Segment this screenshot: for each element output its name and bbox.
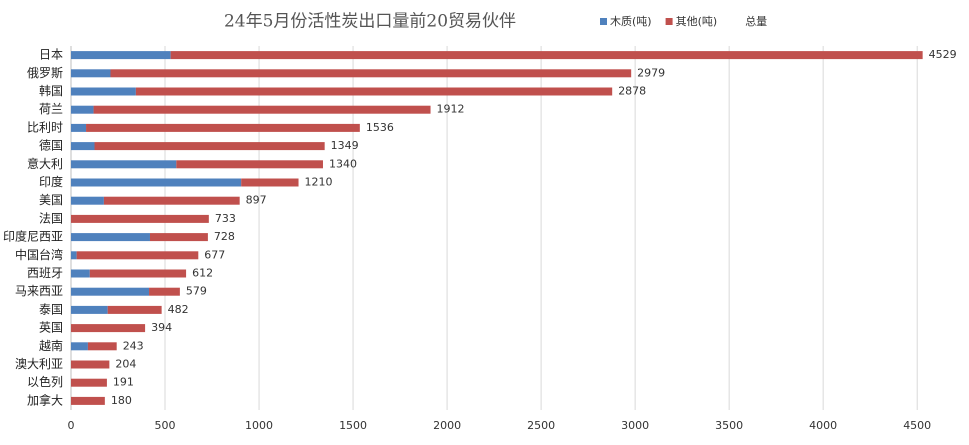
bar-segment	[71, 196, 104, 205]
data-label: 394	[151, 321, 172, 334]
bar-segment	[71, 51, 171, 60]
y-tick-label: 泰国	[39, 302, 63, 316]
y-tick-label: 中国台湾	[15, 247, 63, 262]
legend-swatch	[665, 18, 673, 25]
bar-segment	[71, 123, 87, 132]
data-label: 677	[204, 248, 225, 261]
y-tick-label: 英国	[39, 321, 63, 335]
data-label: 1912	[437, 103, 465, 116]
bar-segment	[241, 178, 299, 187]
bar-segment	[71, 342, 88, 351]
y-tick-label: 西班牙	[27, 266, 63, 280]
data-label: 1536	[366, 121, 394, 134]
data-label: 180	[111, 394, 132, 407]
bar-segment	[71, 178, 242, 187]
data-label: 191	[113, 376, 134, 389]
y-tick-label: 马来西亚	[15, 284, 63, 298]
x-tick-label: 500	[155, 419, 176, 432]
x-tick-label: 4000	[809, 419, 837, 432]
y-tick-label: 加拿大	[27, 392, 63, 407]
legend-label: 其他(吨)	[676, 15, 718, 28]
bar-segment	[170, 51, 923, 60]
y-tick-label: 日本	[39, 48, 63, 62]
bar-segment	[71, 233, 150, 242]
data-label: 728	[214, 230, 235, 243]
x-tick-label: 1000	[245, 419, 273, 432]
x-tick-label: 2000	[433, 419, 461, 432]
bar-segment	[107, 305, 162, 314]
bar-segment	[94, 142, 325, 151]
data-label: 2979	[637, 66, 665, 79]
bar-segment	[71, 305, 108, 314]
data-label: 897	[246, 194, 267, 207]
y-tick-label: 印度	[39, 174, 63, 189]
legend-label: 总量	[745, 14, 767, 28]
bar-segment	[89, 269, 187, 278]
bar-segment	[71, 142, 95, 151]
bar-segment	[76, 251, 199, 260]
data-label: 1210	[305, 176, 333, 189]
bar-segment	[110, 69, 632, 78]
bar-segment	[71, 360, 110, 369]
bar-segment	[71, 378, 107, 387]
data-label: 1340	[329, 157, 357, 170]
y-tick-label: 美国	[39, 193, 63, 207]
bar-segment	[71, 324, 146, 333]
data-label: 2878	[618, 85, 646, 98]
data-label: 243	[123, 339, 144, 352]
y-tick-label: 韩国	[39, 83, 63, 98]
y-tick-label: 比利时	[27, 120, 63, 134]
bar-segment	[93, 105, 431, 114]
x-tick-label: 3000	[621, 419, 649, 432]
bar-segment	[103, 196, 240, 205]
y-tick-label: 德国	[39, 138, 63, 153]
data-label: 612	[192, 267, 213, 280]
y-tick-label: 俄罗斯	[27, 66, 63, 80]
y-tick-label: 以色列	[27, 375, 63, 389]
bar-segment	[87, 342, 117, 351]
x-tick-label: 1500	[339, 419, 367, 432]
x-tick-label: 3500	[715, 419, 743, 432]
y-tick-label: 荷兰	[39, 102, 63, 116]
bar-segment	[71, 160, 177, 169]
data-label: 733	[215, 212, 236, 225]
data-label: 1349	[331, 139, 359, 152]
legend-label: 木质(吨)	[610, 15, 652, 28]
y-tick-label: 澳大利亚	[15, 357, 63, 371]
data-label: 204	[115, 358, 136, 371]
bar-segment	[149, 233, 208, 242]
bar-segment	[71, 269, 90, 278]
data-label: 482	[168, 303, 189, 316]
y-tick-label: 越南	[39, 338, 63, 353]
bar-segment	[71, 396, 105, 405]
y-tick-label: 意大利	[27, 156, 63, 171]
y-tick-label: 法国	[39, 211, 63, 225]
bar-segment	[71, 287, 150, 296]
bar-segment	[135, 87, 613, 96]
bar-segment	[86, 123, 360, 132]
bar-segment	[149, 287, 180, 296]
y-tick-label: 印度尼西亚	[3, 229, 63, 244]
bar-segment	[71, 214, 209, 223]
x-tick-label: 0	[68, 419, 75, 432]
x-tick-label: 4500	[903, 419, 931, 432]
chart-title: 24年5月份活性炭出口量前20贸易伙伴	[224, 12, 516, 32]
bar-segment	[71, 105, 94, 114]
x-tick-label: 2500	[527, 419, 555, 432]
bar-segment	[71, 251, 77, 260]
bar-segment	[71, 87, 136, 96]
data-label: 4529	[929, 48, 957, 61]
bar-segment	[176, 160, 323, 169]
data-label: 579	[186, 285, 207, 298]
bar-segment	[71, 69, 111, 78]
legend-swatch	[600, 18, 607, 25]
